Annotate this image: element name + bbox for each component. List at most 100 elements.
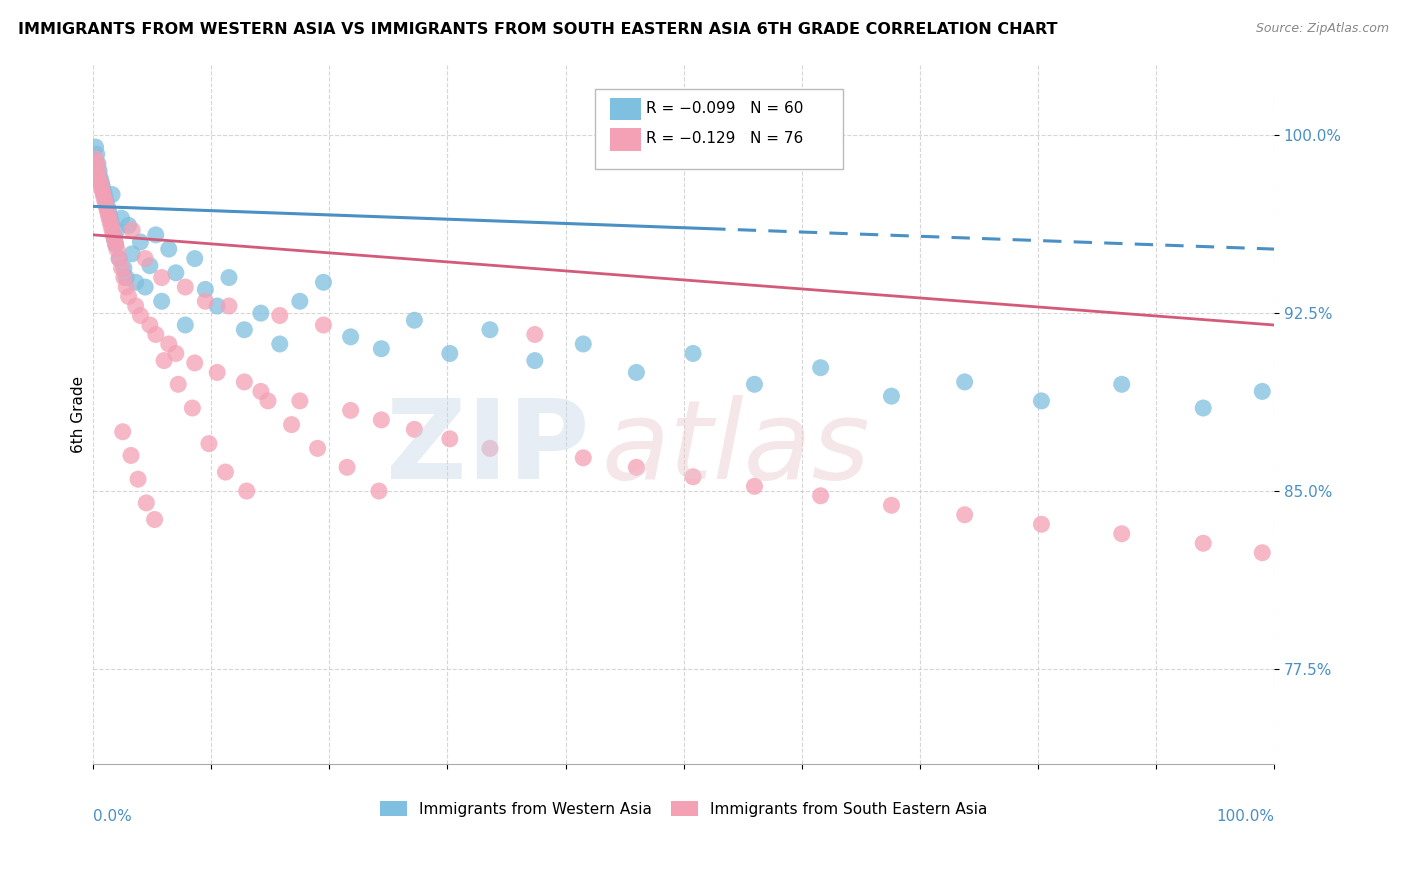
Point xyxy=(91,185,114,199)
Point xyxy=(110,261,132,276)
Point xyxy=(129,235,152,249)
Point xyxy=(121,223,143,237)
Point xyxy=(139,318,162,332)
Point xyxy=(205,366,228,380)
Point xyxy=(101,187,124,202)
Point xyxy=(370,342,392,356)
Point xyxy=(100,213,122,227)
Point xyxy=(135,496,157,510)
Point xyxy=(157,337,180,351)
Legend: Immigrants from Western Asia, Immigrants from South Eastern Asia: Immigrants from Western Asia, Immigrants… xyxy=(374,795,994,822)
Text: 100.0%: 100.0% xyxy=(1216,809,1274,824)
Point xyxy=(194,294,217,309)
Point xyxy=(288,393,311,408)
Point xyxy=(218,270,240,285)
Point xyxy=(810,489,832,503)
Point xyxy=(103,233,125,247)
Point xyxy=(269,309,291,323)
Point xyxy=(105,223,128,237)
Point xyxy=(90,176,112,190)
Point xyxy=(181,401,204,415)
Point xyxy=(1192,401,1215,415)
Point xyxy=(880,389,903,403)
Point xyxy=(523,353,546,368)
Point xyxy=(257,393,280,408)
FancyBboxPatch shape xyxy=(595,88,844,169)
Point xyxy=(205,299,228,313)
Point xyxy=(307,442,329,456)
Point xyxy=(117,219,139,233)
Point xyxy=(103,233,125,247)
Point xyxy=(953,508,976,522)
Point xyxy=(125,275,148,289)
Point xyxy=(120,449,142,463)
Point xyxy=(439,432,461,446)
Text: R = −0.129   N = 76: R = −0.129 N = 76 xyxy=(645,131,803,146)
Point xyxy=(165,266,187,280)
Point xyxy=(198,436,221,450)
Point xyxy=(523,327,546,342)
Point xyxy=(184,252,207,266)
Point xyxy=(93,190,115,204)
Point xyxy=(165,346,187,360)
Point xyxy=(104,237,127,252)
Point xyxy=(108,252,131,266)
Text: ZIP: ZIP xyxy=(385,395,589,502)
Y-axis label: 6th Grade: 6th Grade xyxy=(72,376,86,452)
Point xyxy=(250,384,273,399)
Point xyxy=(167,377,190,392)
Point xyxy=(84,152,107,166)
Point xyxy=(103,227,125,242)
Point xyxy=(153,353,176,368)
Point xyxy=(139,259,162,273)
Point xyxy=(103,227,125,242)
Text: 0.0%: 0.0% xyxy=(93,809,132,824)
Point xyxy=(117,289,139,303)
Point xyxy=(174,280,197,294)
Point xyxy=(98,209,121,223)
Point xyxy=(96,199,118,213)
Point xyxy=(87,163,110,178)
Point xyxy=(86,157,108,171)
Point xyxy=(312,318,335,332)
Point xyxy=(404,422,426,436)
Point xyxy=(218,299,240,313)
Point xyxy=(150,270,173,285)
Point xyxy=(90,180,112,194)
Point xyxy=(235,483,257,498)
Point xyxy=(682,346,704,360)
Point xyxy=(439,346,461,360)
Point xyxy=(112,270,135,285)
Point xyxy=(87,163,110,178)
Point xyxy=(145,227,167,242)
Point xyxy=(370,413,392,427)
Point xyxy=(368,483,391,498)
Point xyxy=(339,330,361,344)
Point xyxy=(87,170,110,185)
Point xyxy=(134,280,156,294)
Point xyxy=(1251,546,1274,560)
Point xyxy=(157,242,180,256)
Point xyxy=(1251,384,1274,399)
Point xyxy=(339,403,361,417)
Point xyxy=(97,204,120,219)
Point xyxy=(184,356,207,370)
Point xyxy=(94,190,117,204)
Point xyxy=(1111,526,1133,541)
Point xyxy=(194,282,217,296)
Point xyxy=(478,442,501,456)
Point xyxy=(744,377,766,392)
Point xyxy=(121,247,143,261)
Point xyxy=(1111,377,1133,392)
Point xyxy=(91,180,114,194)
Point xyxy=(125,299,148,313)
Point xyxy=(1192,536,1215,550)
Point xyxy=(89,170,111,185)
Point xyxy=(127,472,149,486)
Point xyxy=(105,242,128,256)
Point xyxy=(87,157,110,171)
Point xyxy=(1031,517,1053,532)
Point xyxy=(86,147,108,161)
Point xyxy=(145,327,167,342)
Point xyxy=(94,194,117,209)
